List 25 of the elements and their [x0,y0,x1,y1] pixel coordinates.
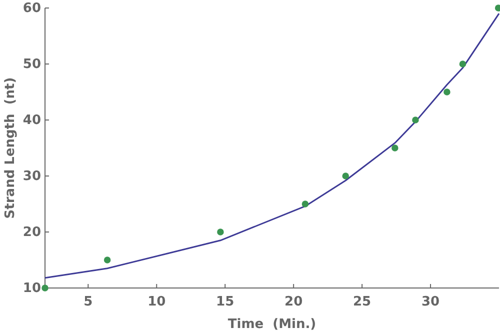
x-axis-title: Time (Min.) [228,317,316,332]
point [42,284,48,292]
y-tick-label: 30 [22,169,41,184]
x-tick-label: 20 [284,294,303,310]
point [104,256,111,264]
point [217,228,224,236]
point [412,116,419,124]
x-tick-label: 5 [84,294,93,310]
x-tick-label: 15 [216,294,234,310]
y-tick-label: 10 [22,281,41,296]
x-tick-label: 30 [421,294,440,310]
x-tick-label: 10 [148,294,166,310]
line-series [44,12,500,279]
y-axis-title: Strand Length (nt) [3,77,18,219]
point [342,172,349,180]
x-tick-label: 25 [353,294,372,310]
point [392,144,398,152]
y-tick-label: 50 [22,57,41,72]
y-tick-label: 40 [22,113,41,128]
y-tick-label: 60 [22,1,41,16]
point [459,60,466,68]
point [494,4,500,12]
y-tick-label: 20 [22,225,41,240]
point [302,200,309,208]
point [444,88,450,96]
